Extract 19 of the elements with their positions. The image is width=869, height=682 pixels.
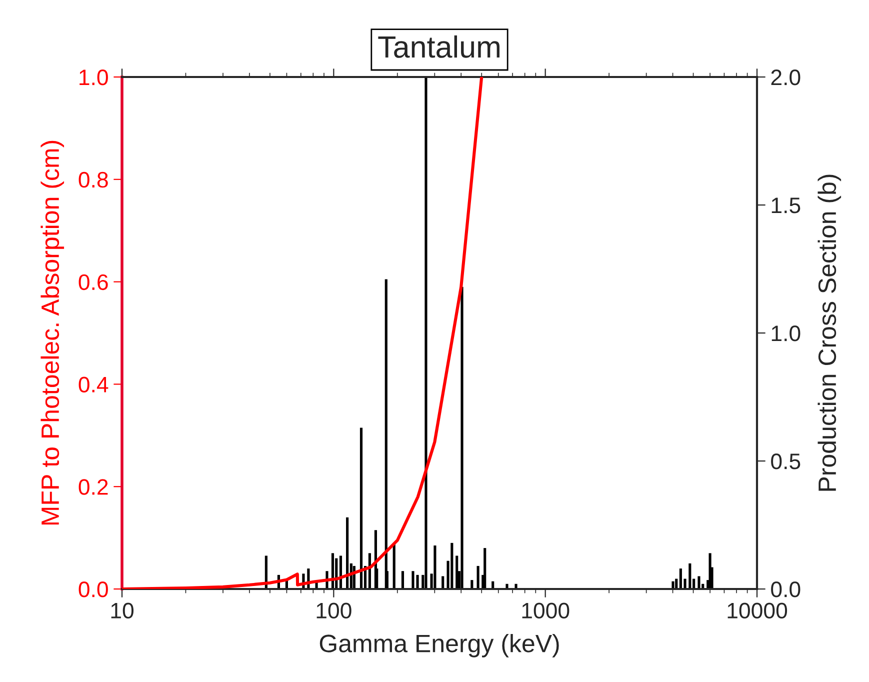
x-tick-label: 10: [111, 602, 134, 619]
y-tick-label: 1.0: [80, 70, 108, 86]
x-tick-label: 10000: [728, 602, 788, 619]
y-tick-label: 0.4: [78, 376, 108, 392]
x-tick-label: 100: [316, 602, 352, 619]
y2-tick-label: 1.0: [772, 326, 800, 342]
y-tick-label: 0.8: [78, 172, 108, 188]
y-axis-title: MFP to Photoelec. Absorption (cm): [40, 140, 64, 525]
y2-axis-title: Production Cross Section (b): [818, 174, 842, 491]
chart-title: Tantalum: [378, 35, 500, 58]
y2-tick-label: 0.0: [771, 582, 800, 598]
y2-tick-label: 0.5: [771, 454, 800, 470]
y-tick-label: 0.6: [78, 274, 108, 290]
y-tick-label: 0.0: [78, 582, 108, 598]
y2-tick-label: 2.0: [771, 70, 800, 86]
x-tick-label: 1000: [522, 602, 570, 619]
y-tick-label: 0.2: [78, 479, 108, 495]
y2-tick-label: 1.5: [772, 198, 800, 214]
x-axis-title: Gamma Energy (keV): [320, 634, 559, 658]
